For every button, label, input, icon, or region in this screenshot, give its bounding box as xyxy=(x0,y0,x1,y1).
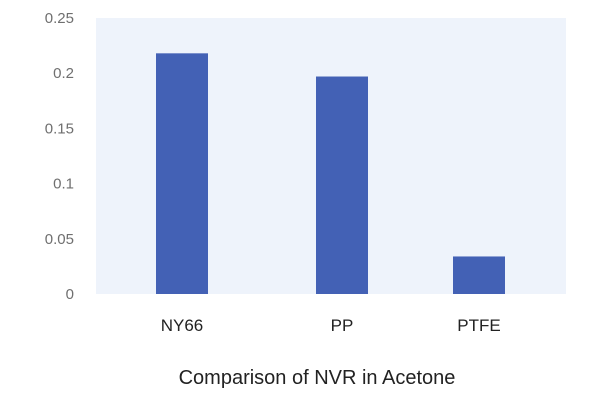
chart-title: Comparison of NVR in Acetone xyxy=(179,367,456,389)
bars xyxy=(156,53,505,295)
x-tick-label: PP xyxy=(331,316,354,335)
y-tick-label: 0.15 xyxy=(45,120,74,137)
x-tick-label: PTFE xyxy=(457,316,500,335)
y-tick-label: 0.05 xyxy=(45,231,74,248)
bar-ny66 xyxy=(156,53,208,294)
bar-ptfe xyxy=(453,256,505,294)
y-tick-label: 0 xyxy=(66,286,74,303)
y-tick-label: 0.1 xyxy=(53,176,74,193)
bar-pp xyxy=(316,76,368,295)
y-tick-label: 0.25 xyxy=(45,10,74,27)
x-tick-label: NY66 xyxy=(161,316,204,335)
y-axis: 0 0.05 0.1 0.15 0.2 0.25 xyxy=(45,10,74,303)
x-axis: NY66 PP PTFE xyxy=(161,316,501,335)
y-tick-label: 0.2 xyxy=(53,65,74,82)
